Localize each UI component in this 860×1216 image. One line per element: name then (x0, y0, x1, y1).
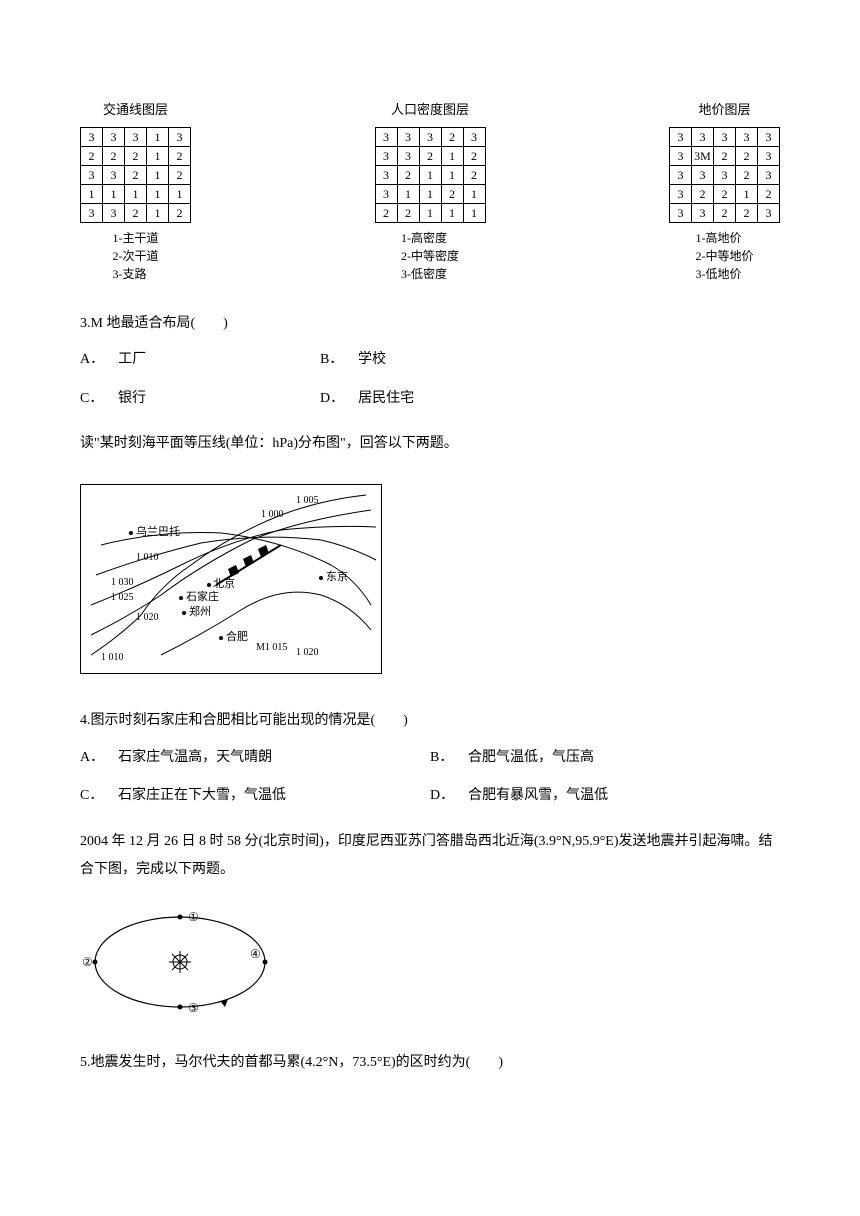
question-5: 5.地震发生时，马尔代夫的首都马累(4.2°N，73.5°E)的区时约为( ) (80, 1052, 780, 1074)
isobar-map: 乌兰巴托 北京 石家庄 郑州 合肥 东京 1 005 1 010 1 030 1… (80, 484, 382, 674)
city-tokyo: 东京 (326, 569, 348, 583)
population-table-block: 人口密度图层 33323 33212 32112 31121 22111 1-高… (375, 100, 486, 283)
svg-text:1 020: 1 020 (296, 647, 319, 658)
population-legend: 1-高密度 2-中等密度 3-低密度 (401, 229, 459, 283)
svg-text:1 025: 1 025 (111, 592, 134, 603)
svg-text:1 020: 1 020 (136, 612, 159, 623)
opt-letter: C． (80, 388, 104, 410)
opt-c: 石家庄正在下大雪，气温低 (118, 785, 286, 807)
city-ulaanbaatar: 乌兰巴托 (136, 524, 180, 538)
landprice-table-block: 地价图层 33333 33M223 33323 32212 33223 1-高地… (669, 100, 780, 283)
svg-text:1 000: 1 000 (261, 509, 284, 520)
traffic-legend: 1-主干道 2-次干道 3-支路 (113, 229, 159, 283)
orbit-bottom: ③ (188, 1001, 199, 1015)
city-zhengzhou: 郑州 (189, 604, 211, 618)
opt-b: 合肥气温低，气压高 (468, 747, 594, 769)
passage-2: 2004 年 12 月 26 日 8 时 58 分(北京时间)，印度尼西亚苏门答… (80, 828, 780, 884)
opt-letter: B． (430, 747, 454, 769)
opt-letter: D． (430, 785, 454, 807)
orbit-top: ① (188, 910, 199, 924)
opt-c: 银行 (118, 388, 146, 410)
svg-text:1 005: 1 005 (296, 495, 319, 506)
opt-a: 石家庄气温高，天气晴朗 (118, 747, 272, 769)
svg-text:1 010: 1 010 (136, 552, 159, 563)
question-3: 3.M 地最适合布局( ) (80, 313, 780, 335)
orbit-left: ② (82, 955, 93, 969)
population-grid: 33323 33212 32112 31121 22111 (375, 127, 486, 223)
city-beijing: 北京 (213, 576, 235, 590)
opt-letter: A． (80, 349, 104, 371)
opt-letter: D． (320, 388, 344, 410)
passage-1: 读"某时刻海平面等压线(单位：hPa)分布图"，回答以下两题。 (80, 430, 780, 458)
opt-d: 居民住宅 (358, 388, 414, 410)
question-3-options: A． 工厂 B． 学校 C． 银行 D． 居民住宅 (80, 349, 780, 410)
question-4: 4.图示时刻石家庄和合肥相比可能出现的情况是( ) (80, 710, 780, 732)
traffic-title: 交通线图层 (103, 100, 168, 121)
tables-row: 交通线图层 33313 22212 33212 11111 33212 1-主干… (80, 40, 780, 283)
question-4-options: A． 石家庄气温高，天气晴朗 B． 合肥气温低，气压高 C． 石家庄正在下大雪，气温低… (80, 747, 780, 808)
population-title: 人口密度图层 (391, 100, 469, 121)
city-shijiazhuang: 石家庄 (186, 589, 219, 603)
svg-text:1 030: 1 030 (111, 577, 134, 588)
landprice-grid: 33333 33M223 33323 32212 33223 (669, 127, 780, 223)
city-hefei: 合肥 (226, 629, 248, 643)
orbit-diagram: ① ② ③ ④ (80, 902, 780, 1030)
orbit-svg: ① ② ③ ④ (80, 902, 280, 1022)
landprice-title: 地价图层 (698, 100, 750, 121)
opt-letter: B． (320, 349, 344, 371)
traffic-grid: 33313 22212 33212 11111 33212 (80, 127, 191, 223)
orbit-right: ④ (250, 947, 261, 961)
opt-b: 学校 (358, 349, 386, 371)
svg-text:M1 015: M1 015 (256, 642, 287, 653)
landprice-legend: 1-高地价 2-中等地价 3-低地价 (696, 229, 754, 283)
traffic-table-block: 交通线图层 33313 22212 33212 11111 33212 1-主干… (80, 100, 191, 283)
svg-text:1 010: 1 010 (101, 652, 124, 663)
opt-letter: C． (80, 785, 104, 807)
opt-a: 工厂 (118, 349, 146, 371)
opt-letter: A． (80, 747, 104, 769)
opt-d: 合肥有暴风雪，气温低 (468, 785, 608, 807)
isobar-svg: 乌兰巴托 北京 石家庄 郑州 合肥 东京 1 005 1 010 1 030 1… (81, 485, 381, 665)
